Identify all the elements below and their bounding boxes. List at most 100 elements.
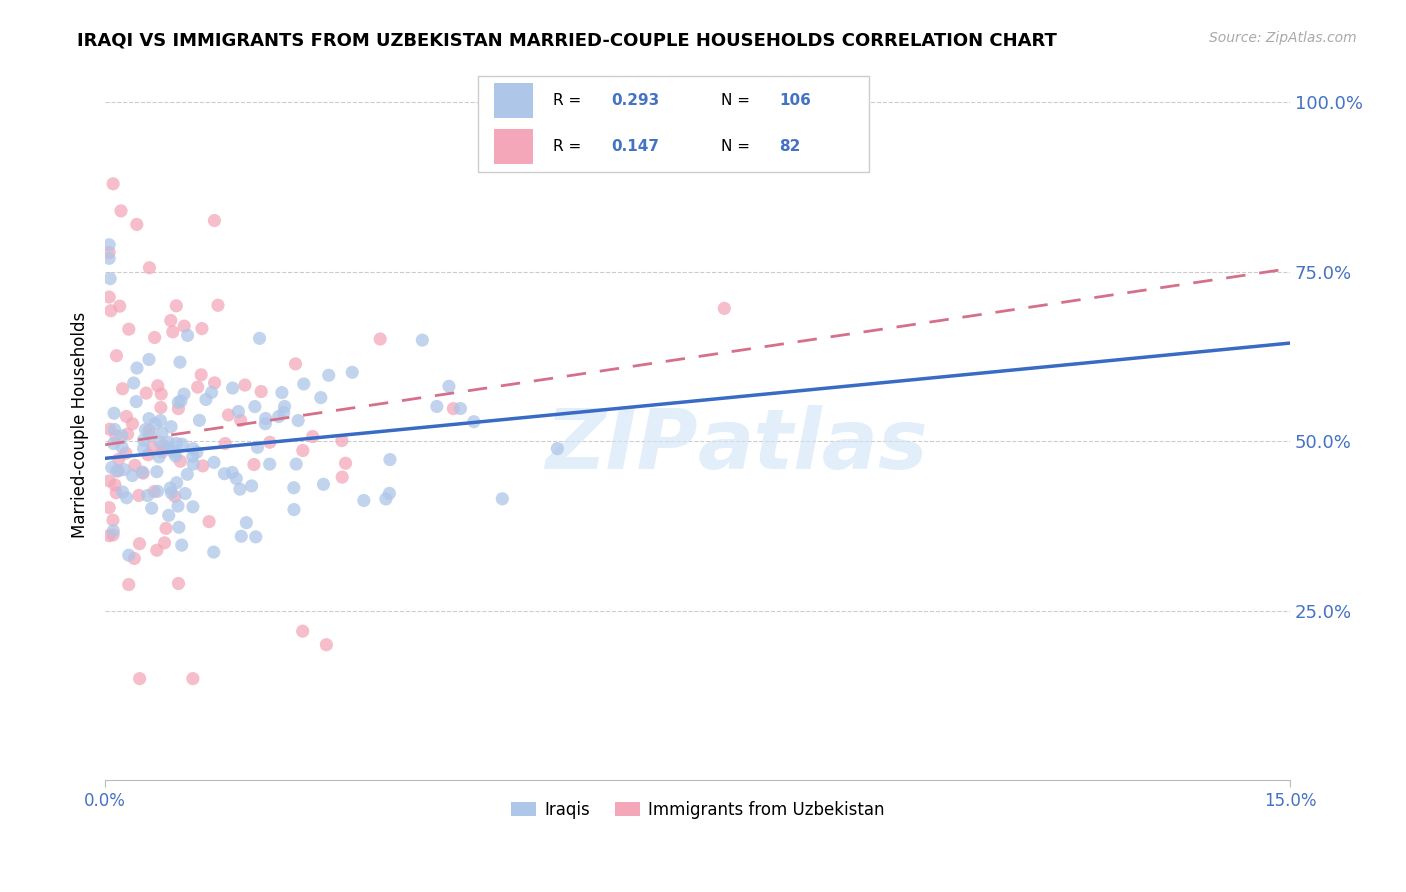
Point [103,436,125,450]
Point [441,401,464,416]
Point [378,452,401,467]
Point [157,441,180,455]
Point [155,521,177,535]
Point [173,387,195,401]
Point [353,493,375,508]
Point [188,413,211,427]
Point [368,332,391,346]
Point [170,394,193,409]
Point [118,577,141,591]
Point [162,325,184,339]
Point [148,450,170,464]
Point [115,491,138,505]
Point [169,355,191,369]
Point [110,203,132,218]
Point [217,408,239,422]
Point [202,455,225,469]
Point [108,299,131,313]
Point [111,441,134,455]
Point [204,376,226,390]
Point [163,490,186,504]
Point [330,470,353,484]
Point [173,319,195,334]
Point [131,465,153,479]
Point [136,488,159,502]
Point [98,271,121,285]
Point [240,479,263,493]
Point [143,330,166,344]
Point [150,387,173,401]
Point [200,385,222,400]
Point [169,454,191,468]
Point [449,401,471,416]
Point [250,384,273,399]
Point [231,529,253,543]
Point [141,501,163,516]
Point [221,381,243,395]
Point [160,486,183,500]
Point [139,428,162,442]
Point [426,400,449,414]
Point [115,409,138,424]
Text: atlas: atlas [697,405,928,486]
Point [166,436,188,450]
Point [202,545,225,559]
Point [285,457,308,471]
Point [111,429,134,443]
Point [270,385,292,400]
Point [117,427,139,442]
Point [124,458,146,473]
Point [167,520,190,534]
Point [254,417,277,431]
Point [291,443,314,458]
Point [98,422,121,436]
Point [437,379,460,393]
Point [98,245,121,260]
Point [149,435,172,450]
Point [128,537,150,551]
Point [463,415,485,429]
Point [150,445,173,459]
Point [98,474,121,488]
Point [167,499,190,513]
Point [98,529,121,543]
Text: ZIP: ZIP [546,405,697,486]
Point [136,448,159,462]
Point [228,404,250,418]
Point [374,491,396,506]
Point [146,465,169,479]
Point [98,237,121,252]
Point [138,411,160,425]
Point [207,298,229,312]
Point [243,400,266,414]
Point [186,445,208,459]
Point [103,524,125,538]
Point [225,471,247,485]
Point [181,457,204,471]
Point [132,433,155,447]
Point [105,485,128,500]
Point [128,488,150,502]
Point [104,478,127,492]
Point [284,357,307,371]
Point [104,429,127,443]
Point [135,386,157,401]
Point [194,392,217,407]
Point [221,466,243,480]
Point [105,349,128,363]
Point [141,440,163,454]
Point [146,378,169,392]
Point [101,513,124,527]
Point [122,376,145,390]
Point [104,422,127,436]
Point [214,436,236,450]
Point [546,442,568,456]
Point [159,481,181,495]
Point [107,452,129,467]
Point [214,467,236,481]
Point [713,301,735,316]
Point [312,477,335,491]
Point [125,361,148,376]
Point [229,482,252,496]
Point [235,516,257,530]
